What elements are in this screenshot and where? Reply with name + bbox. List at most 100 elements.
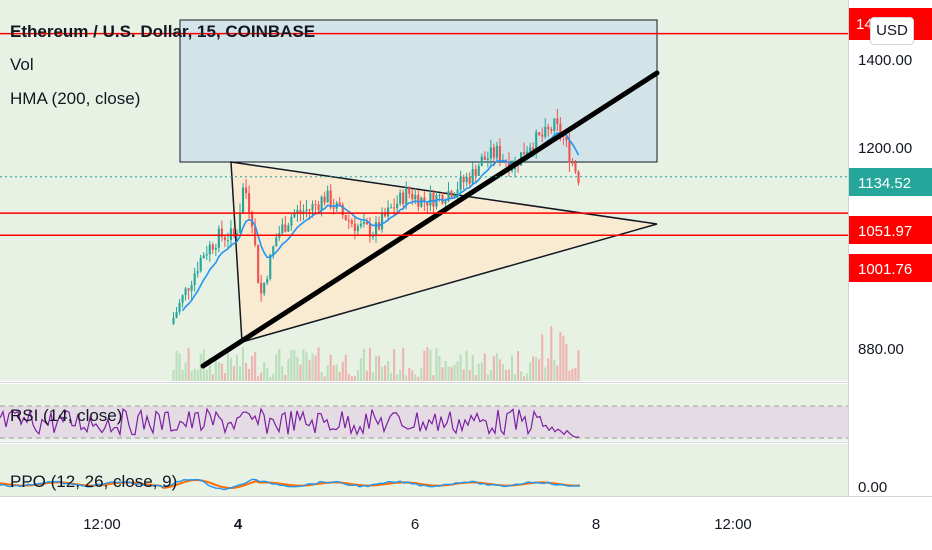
volume-bar (281, 366, 284, 381)
candle-body (396, 203, 399, 209)
volume-bar (320, 371, 323, 381)
volume-bar (254, 352, 257, 381)
volume-bar (217, 362, 220, 381)
volume-bar (296, 356, 299, 381)
candle-body (447, 191, 450, 202)
time-tick-8: 8 (592, 516, 600, 533)
volume-bar (199, 353, 202, 381)
candle-body (290, 217, 293, 226)
volume-bar (480, 362, 483, 381)
candle-body (172, 317, 175, 324)
candle-body (465, 177, 468, 183)
candle-body (456, 189, 459, 196)
time-axis-background (0, 496, 932, 550)
volume-bar (568, 370, 571, 381)
volume-bar (302, 349, 305, 381)
candle-body (287, 225, 290, 232)
volume-bar (263, 362, 266, 381)
candle-body (299, 209, 302, 213)
currency-button[interactable]: USD (870, 17, 914, 45)
volume-bar (441, 367, 444, 381)
candle-body (565, 136, 568, 141)
candle-body (414, 194, 417, 200)
candle-body (305, 209, 308, 212)
candle-body (205, 254, 208, 256)
volume-bar (314, 355, 317, 381)
volume-bar (396, 374, 399, 381)
volume-bar (275, 354, 278, 381)
candle-body (577, 171, 580, 183)
candle-body (523, 152, 526, 155)
vol-label[interactable]: Vol (10, 55, 34, 74)
candle-body (498, 145, 501, 161)
candle-body (232, 228, 236, 236)
candle-body (453, 195, 456, 198)
volume-bar (516, 350, 520, 381)
volume-bar (520, 371, 523, 381)
candle-body (293, 213, 296, 218)
candle-body (438, 194, 441, 196)
candle-body (248, 193, 251, 212)
candle-body (353, 223, 356, 232)
candle-body (441, 194, 444, 204)
candle-body (532, 147, 535, 150)
volume-bar (456, 361, 459, 381)
candle-body (365, 221, 368, 225)
candle-body (257, 244, 260, 283)
candle-body (302, 211, 305, 213)
volume-bar (459, 354, 462, 381)
candle-body (462, 177, 465, 183)
volume-bar (272, 373, 275, 381)
rsi-label[interactable]: RSI (14, close) (10, 406, 122, 425)
candle-body (468, 177, 471, 184)
symbol-title[interactable]: Ethereum / U.S. Dollar, 15, COINBASE (10, 22, 315, 41)
volume-bar (468, 370, 471, 381)
volume-bar (402, 347, 405, 381)
volume-bar (532, 356, 535, 381)
volume-bar (571, 368, 574, 381)
volume-bar (347, 373, 350, 381)
candle-body (178, 302, 181, 312)
volume-bar (408, 367, 411, 381)
candle-body (347, 220, 350, 222)
price-range-box[interactable] (179, 19, 658, 163)
hma-label[interactable]: HMA (200, close) (10, 89, 140, 108)
volume-bar (541, 334, 544, 381)
volume-bar (559, 332, 562, 381)
candle-body (211, 244, 214, 250)
candle-body (311, 204, 314, 211)
candle-body (574, 162, 577, 172)
candle-body (535, 132, 538, 150)
volume-bar (492, 356, 495, 381)
volume-bar (290, 349, 293, 381)
volume-bar (359, 358, 362, 381)
candle-body (544, 126, 547, 137)
volume-bar (244, 362, 248, 381)
candle-body (263, 282, 266, 294)
ppo-label[interactable]: PPO (12, 26, close, 9) (10, 472, 177, 491)
volume-bar (196, 370, 199, 381)
volume-bar (444, 361, 447, 381)
candle-body (350, 220, 353, 224)
volume-bar (384, 365, 387, 381)
trend-line[interactable] (200, 70, 660, 369)
candle-body (459, 177, 462, 190)
volume-bar (287, 358, 290, 381)
candle-body (241, 187, 245, 213)
candle-body (556, 118, 559, 124)
candle-body (429, 192, 432, 206)
candle-body (320, 196, 323, 210)
volume-bar (311, 353, 314, 381)
candle-body (550, 129, 553, 131)
volume-bars (172, 326, 580, 381)
volume-bar (553, 359, 556, 381)
price-tag-1051 (849, 216, 932, 244)
volume-bar (495, 353, 498, 381)
volume-bar (417, 376, 420, 381)
ppo-pane-background (0, 444, 848, 496)
candle-body (308, 209, 311, 211)
volume-bar (438, 355, 441, 381)
candle-body (568, 140, 571, 163)
